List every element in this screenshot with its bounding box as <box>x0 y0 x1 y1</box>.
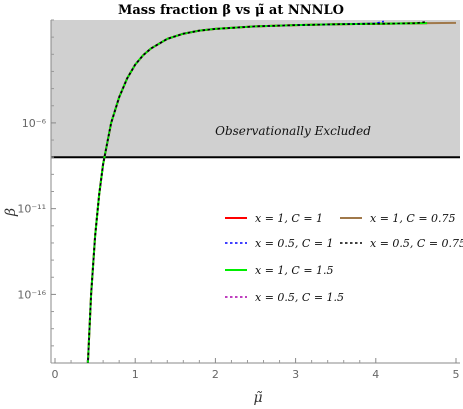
x-tick-label: 2 <box>212 368 219 381</box>
x-axis-label: μ̃ <box>253 390 262 406</box>
chart-title: Mass fraction β vs μ̃ at NNNLO <box>118 3 344 18</box>
series-lines <box>86 20 456 363</box>
x-tick-label: 1 <box>132 368 139 381</box>
legend-label: x = 1, C = 1 <box>255 212 323 225</box>
x-tick-label: 3 <box>292 368 299 381</box>
x-tick-label: 0 <box>52 368 59 381</box>
chart-text: Mass fraction β vs μ̃ at NNNLO μ̃ β Obse… <box>3 3 371 406</box>
series-line <box>87 20 428 363</box>
y-tick-label: 10⁻¹⁶ <box>17 288 46 301</box>
y-tick-label: 10⁻¹¹ <box>17 203 46 216</box>
legend-label: x = 0.5, C = 1.5 <box>255 291 344 304</box>
legend: x = 1, C = 1 x = 1, C = 0.75 x = 0.5, C = … <box>225 212 463 304</box>
y-axis-label: β <box>3 208 19 217</box>
legend-label: x = 0.5, C = 0.75 <box>370 237 463 250</box>
y-tick-label: 10⁻⁶ <box>22 117 47 130</box>
excluded-region <box>51 20 460 158</box>
x-tick-label: 4 <box>372 368 379 381</box>
x-tick-label: 5 <box>452 368 459 381</box>
excluded-region-label: Observationally Excluded <box>215 124 371 138</box>
plot-region <box>51 20 460 159</box>
legend-label: x = 0.5, C = 1 <box>255 237 334 250</box>
legend-label: x = 1, C = 1.5 <box>255 264 334 277</box>
axes: 0 1 2 3 4 5 10⁻⁶ 10⁻¹¹ 10⁻¹⁶ <box>17 19 460 381</box>
legend-label: x = 1, C = 0.75 <box>370 212 456 225</box>
